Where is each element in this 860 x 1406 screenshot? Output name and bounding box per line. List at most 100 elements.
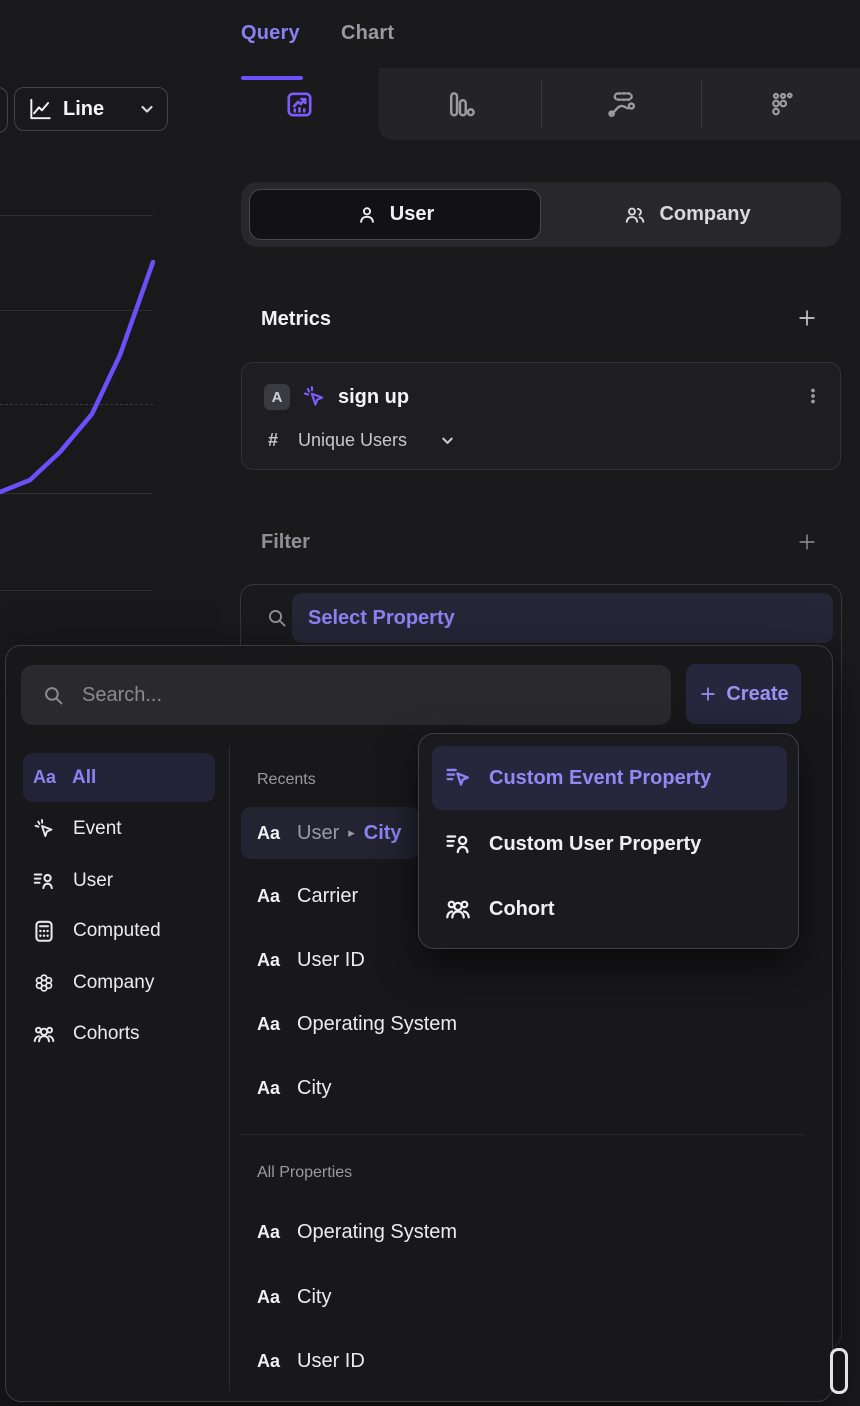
chevron-down-icon[interactable] (440, 433, 455, 448)
retention-icon (766, 89, 796, 119)
modal-column-divider (229, 746, 230, 1391)
recent-selected-bg (241, 807, 419, 859)
all-properties-heading: All Properties (257, 1164, 353, 1181)
recent-prefix: User (297, 821, 340, 844)
gridline (0, 493, 153, 494)
category-user[interactable]: User (31, 857, 113, 905)
filter-heading: Filter (261, 531, 310, 553)
chart-type-strip (219, 68, 860, 140)
gridline (0, 310, 153, 311)
create-cohort[interactable]: Cohort (443, 877, 555, 941)
aa-icon: Aa (257, 1013, 281, 1034)
recent-item[interactable]: Aa Operating System (257, 998, 457, 1050)
toggle-company-label: Company (659, 203, 751, 225)
chart-type-label: Line (63, 97, 105, 120)
toggle-user[interactable]: User (249, 189, 541, 240)
tab-bar-chart[interactable] (379, 68, 541, 140)
query-panel: Query Chart (219, 0, 860, 645)
aa-icon: Aa (33, 767, 57, 787)
tab-separator (701, 80, 702, 128)
metric-card[interactable]: A sign up # Unique Users (241, 362, 841, 470)
tab-retention[interactable] (701, 68, 860, 140)
property-item[interactable]: Aa City (257, 1271, 331, 1323)
scope-toggle: User Company (241, 182, 841, 247)
event-icon (31, 816, 57, 842)
cohort-icon (443, 894, 473, 924)
category-label: All (72, 766, 97, 788)
create-menu-label: Custom User Property (489, 832, 702, 855)
scrollbar-thumb[interactable] (830, 1348, 848, 1394)
plus-icon (698, 684, 718, 704)
search-icon (265, 606, 289, 630)
toggle-user-label: User (389, 203, 435, 225)
breadcrumb-arrow-icon: ▸ (348, 825, 355, 840)
category-label: Computed (73, 920, 161, 941)
category-event[interactable]: Event (31, 805, 122, 853)
select-property-label: Select Property (308, 607, 455, 629)
company-cluster-icon (31, 970, 57, 996)
aa-icon: Aa (257, 1350, 281, 1371)
category-label: User (73, 870, 114, 891)
toggle-company[interactable]: Company (541, 189, 833, 240)
custom-event-property-icon (443, 763, 473, 793)
create-menu-popup: Custom Event Property Custom User Proper… (418, 733, 799, 949)
search-input[interactable] (80, 682, 671, 708)
select-property-field[interactable]: Select Property (292, 593, 833, 643)
user-property-icon (31, 868, 57, 894)
gridline (0, 590, 153, 591)
hash-icon: # (268, 430, 279, 450)
chevron-down-icon (139, 101, 155, 117)
kebab-menu-icon[interactable] (800, 383, 826, 409)
property-label: Operating System (297, 1220, 458, 1243)
recent-label: Operating System (297, 1012, 458, 1035)
metric-event-name[interactable]: sign up (338, 386, 410, 408)
category-all[interactable]: Aa All (33, 753, 96, 802)
tab-insights[interactable] (219, 68, 379, 140)
category-label: Event (73, 818, 122, 839)
calculator-icon (31, 918, 57, 944)
recent-item[interactable]: Aa Carrier (257, 870, 358, 922)
category-label: Cohorts (73, 1023, 140, 1044)
chart-type-dropdown[interactable]: Line (14, 87, 168, 131)
create-custom-user-property[interactable]: Custom User Property (443, 812, 701, 876)
insights-icon (284, 89, 315, 120)
category-cohorts[interactable]: Cohorts (31, 1010, 140, 1058)
recent-label: City (363, 821, 402, 844)
property-label: City (297, 1285, 332, 1308)
aa-icon: Aa (257, 885, 281, 906)
create-button[interactable]: Create (686, 664, 801, 724)
bar-chart-icon (445, 89, 475, 119)
gridline-dashed (0, 404, 153, 405)
clipped-button[interactable] (0, 87, 8, 133)
aggregation-dropdown[interactable]: Unique Users (298, 430, 408, 450)
aa-icon: Aa (257, 1286, 281, 1307)
modal-search[interactable] (21, 665, 671, 725)
active-tab-underline (241, 76, 303, 80)
property-label: User ID (297, 1349, 365, 1372)
custom-user-property-icon (443, 829, 473, 859)
add-metric-button[interactable] (791, 302, 823, 334)
tab-query[interactable]: Query (241, 22, 300, 44)
category-label: Company (73, 972, 155, 993)
aa-icon: Aa (257, 1077, 281, 1098)
recent-item-user-city[interactable]: Aa User ▸ City (257, 807, 402, 859)
create-menu-label: Cohort (489, 897, 555, 920)
tab-chart[interactable]: Chart (341, 22, 395, 44)
chart-preview-area: Line (0, 0, 220, 645)
create-custom-event-property[interactable]: Custom Event Property (443, 746, 711, 810)
recent-label: City (297, 1076, 332, 1099)
tab-flows[interactable] (541, 68, 701, 140)
recent-item[interactable]: Aa User ID (257, 934, 365, 986)
category-computed[interactable]: Computed (31, 907, 161, 955)
property-item[interactable]: Aa Operating System (257, 1206, 457, 1258)
recent-item[interactable]: Aa City (257, 1062, 331, 1114)
line-chart-series (0, 259, 156, 495)
create-menu-selected-bg (432, 746, 787, 810)
create-menu-label: Custom Event Property (489, 766, 712, 789)
recent-label: User ID (297, 948, 365, 971)
category-company[interactable]: Company (31, 959, 154, 1007)
property-item[interactable]: Aa User ID (257, 1335, 365, 1387)
event-icon (300, 383, 328, 411)
add-filter-button[interactable] (791, 526, 823, 558)
